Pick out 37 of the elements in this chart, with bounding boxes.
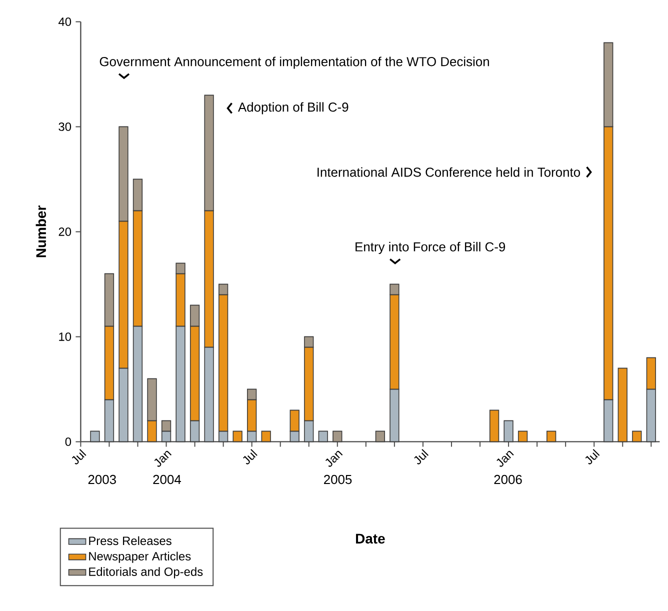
x-tick-label: Jan <box>154 450 172 467</box>
annotation: Adoption of Bill C-9 <box>238 102 348 114</box>
y-tick-label: 20 <box>58 227 72 236</box>
y-axis-title: Number <box>36 206 46 258</box>
bar <box>518 430 528 442</box>
text: 2005 <box>324 474 352 484</box>
text: 2003 <box>88 474 116 484</box>
bar <box>232 430 242 442</box>
x-tick-label: Jan <box>325 450 343 467</box>
y-tick-label: 40 <box>58 17 72 26</box>
bar <box>261 430 271 442</box>
bar <box>332 430 342 442</box>
x-tick-label: Jul <box>414 448 429 464</box>
bar <box>375 430 386 442</box>
y-tick-label: 30 <box>58 122 72 131</box>
x-tick-label: Jul <box>72 448 86 464</box>
annotation: Government Announcement of implementation of the WTO Decision <box>100 56 489 69</box>
annotation: Entry into Force of Bill C-9 <box>356 242 506 254</box>
bar <box>90 430 100 442</box>
bar <box>318 430 328 442</box>
annotation: International AIDS Conference held in Toronto <box>318 167 580 177</box>
y-tick-label: 10 <box>59 332 72 341</box>
legend-label: Newspaper Articles <box>89 552 191 563</box>
legend-label: Editorials and Op-eds <box>89 567 203 578</box>
x-tick-label: Jan <box>496 450 514 467</box>
text: 2004 <box>153 474 181 484</box>
bar <box>489 410 500 442</box>
x-tick-label: Jul <box>585 448 600 464</box>
bar <box>546 430 556 442</box>
y-tick-label: 0 <box>65 437 72 446</box>
bar <box>632 430 642 442</box>
bar <box>504 420 514 442</box>
legend-label: Press Releases <box>89 536 172 546</box>
bar <box>618 368 628 442</box>
x-axis-title: Date <box>356 534 385 544</box>
text: 2006 <box>494 474 522 484</box>
x-tick-label: Jul <box>243 448 258 464</box>
